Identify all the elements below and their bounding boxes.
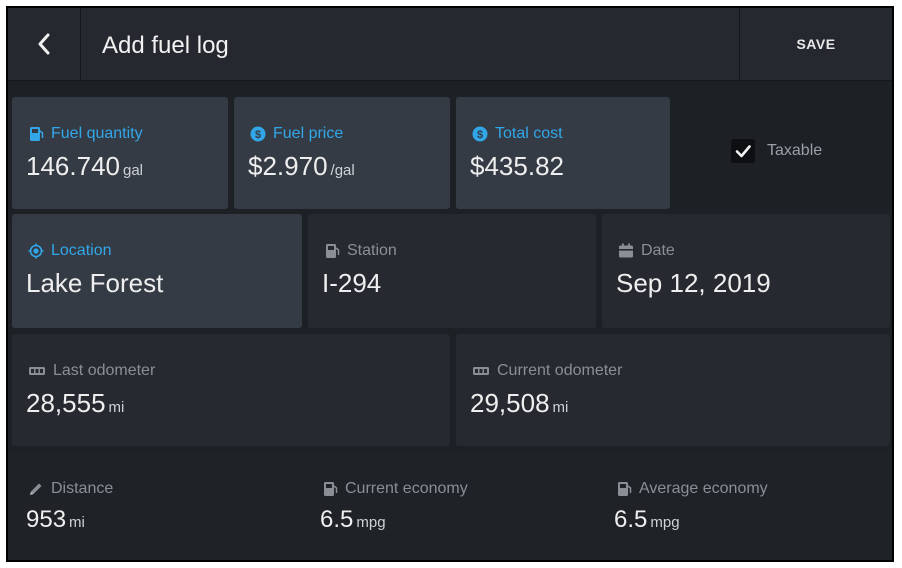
save-button[interactable]: SAVE	[739, 8, 892, 80]
date-label: Date	[641, 242, 675, 259]
station-field[interactable]: Station I-294	[308, 214, 596, 328]
last-odometer-unit: mi	[108, 399, 125, 416]
station-label: Station	[347, 242, 397, 259]
last-odometer-field[interactable]: Last odometer 28,555 mi	[12, 334, 450, 446]
back-button[interactable]	[8, 8, 81, 80]
location-value: Lake Forest	[26, 268, 164, 298]
current-odometer-label: Current odometer	[497, 362, 623, 379]
current-economy-unit: mpg	[356, 514, 386, 531]
current-odometer-value: 29,508	[470, 388, 550, 418]
fuel-pump-icon	[326, 244, 340, 258]
taxable-label: Taxable	[767, 142, 823, 159]
fuel-price-label: Fuel price	[273, 125, 344, 142]
fuel-price-value: $2.970	[248, 151, 328, 181]
distance-stat: Distance 953 mi	[12, 454, 302, 560]
chevron-left-icon	[38, 33, 50, 55]
distance-unit: mi	[69, 514, 85, 531]
calendar-icon	[619, 243, 633, 258]
taxable-checkbox[interactable]: Taxable	[731, 139, 822, 163]
pencil-icon	[30, 483, 42, 495]
location-label: Location	[51, 242, 112, 259]
average-economy-unit: mpg	[650, 514, 680, 531]
fuel-pump-icon	[618, 482, 632, 496]
distance-label: Distance	[51, 480, 114, 497]
fuel-quantity-field[interactable]: Fuel quantity 146.740 gal	[12, 97, 228, 209]
date-field[interactable]: Date Sep 12, 2019	[602, 214, 890, 328]
location-field[interactable]: Location Lake Forest	[12, 214, 302, 328]
dollar-icon: $	[472, 126, 488, 142]
last-odometer-value: 28,555	[26, 388, 106, 418]
svg-text:$: $	[255, 129, 261, 141]
distance-value: 953	[26, 506, 67, 533]
date-value: Sep 12, 2019	[616, 268, 771, 298]
average-economy-label: Average economy	[639, 480, 768, 497]
current-economy-value: 6.5	[320, 506, 354, 533]
fuel-log-screen: Add fuel log SAVE Fuel quantity 146.740 g…	[6, 6, 894, 562]
total-cost-label: Total cost	[495, 125, 563, 142]
average-economy-value: 6.5	[614, 506, 648, 533]
average-economy-stat: Average economy 6.5 mpg	[600, 454, 890, 560]
current-odometer-unit: mi	[552, 399, 569, 416]
fuel-pump-icon	[30, 127, 44, 141]
total-cost-field[interactable]: $ Total cost $435.82	[456, 97, 670, 209]
odometer-icon	[29, 367, 45, 375]
last-odometer-label: Last odometer	[53, 362, 156, 379]
total-cost-value: $435.82	[470, 151, 564, 181]
fuel-quantity-unit: gal	[122, 162, 144, 179]
page-title: Add fuel log	[102, 32, 229, 59]
fuel-quantity-label: Fuel quantity	[51, 125, 143, 142]
fuel-quantity-value: 146.740	[26, 151, 120, 181]
dollar-icon: $	[250, 126, 266, 142]
fuel-price-unit: /gal	[330, 162, 355, 179]
fuel-price-field[interactable]: $ Fuel price $2.970/gal	[234, 97, 450, 209]
app-bar: Add fuel log SAVE	[8, 8, 892, 81]
current-economy-stat: Current economy 6.5 mpg	[306, 454, 596, 560]
svg-text:$: $	[477, 129, 483, 141]
fuel-pump-icon	[324, 482, 338, 496]
checkmark-icon	[735, 145, 751, 158]
current-economy-label: Current economy	[345, 480, 468, 497]
location-target-icon	[28, 243, 44, 259]
taxable-checkbox-box[interactable]	[731, 139, 755, 163]
current-odometer-field[interactable]: Current odometer 29,508 mi	[456, 334, 890, 446]
stats-panel	[8, 450, 892, 560]
odometer-icon	[473, 367, 489, 375]
station-value: I-294	[322, 268, 382, 298]
